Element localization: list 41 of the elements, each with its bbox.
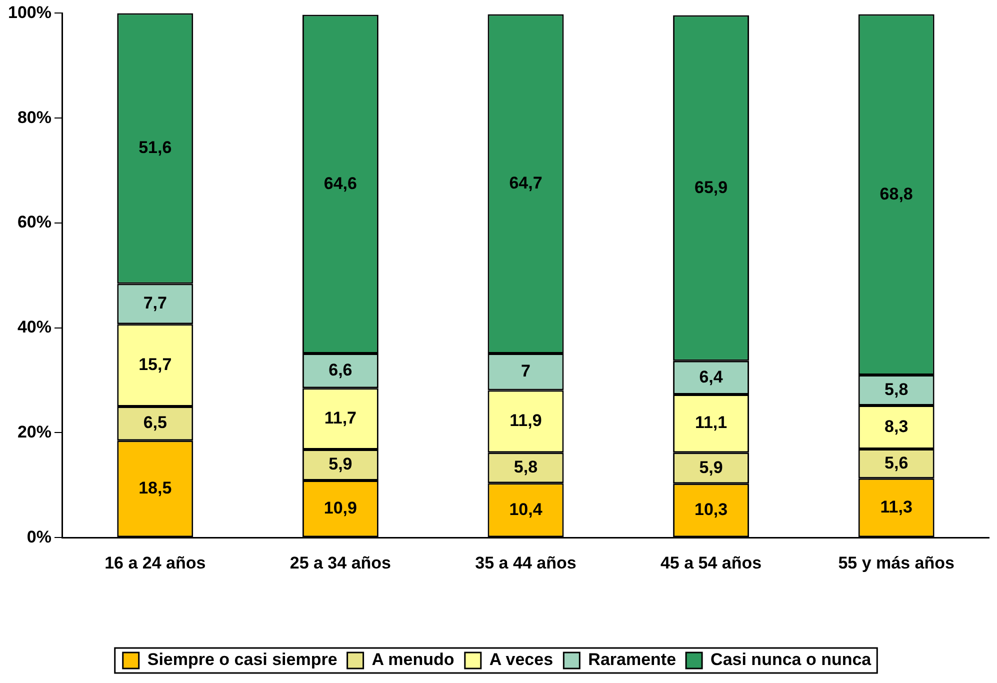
legend-label: A veces [489,650,554,670]
y-tick-label: 20% [17,422,52,442]
data-label: 11,7 [324,408,357,428]
data-label: 11,1 [694,413,728,432]
data-label: 8,3 [884,416,908,436]
data-label: 5,8 [884,380,908,399]
data-label: 5,8 [514,458,538,477]
legend-label: Raramente [588,650,676,670]
data-label: 10,4 [509,500,543,519]
data-label: 7,7 [143,294,167,313]
data-label: 5,9 [699,458,723,477]
data-label: 6,5 [143,413,167,432]
y-tick-label: 100% [8,2,52,22]
x-tick-label: 35 a 44 años [475,553,576,572]
x-tick-label: 55 y más años [838,553,954,572]
data-label: 10,9 [324,498,357,518]
y-tick-label: 60% [17,212,52,232]
y-tick-label: 0% [26,527,52,546]
data-label: 11,3 [880,497,912,516]
data-label: 18,5 [138,478,172,498]
x-tick-label: 16 a 24 años [104,553,206,572]
data-label: 7 [521,362,530,381]
y-tick-label: 80% [17,108,52,127]
data-label: 64,6 [324,174,357,193]
data-label: 65,9 [694,178,728,197]
legend-label: A menudo [372,650,454,670]
data-label: 11,9 [510,411,542,430]
data-label: 51,6 [138,138,172,158]
data-label: 5,9 [328,454,352,474]
legend-label: Casi nunca o nunca [710,650,872,670]
legend-label: Siempre o casi siempre [147,650,338,670]
data-label: 6,6 [328,360,352,380]
data-label: 64,7 [509,174,542,193]
data-label: 5,6 [884,453,908,472]
x-tick-label: 25 a 34 años [290,553,391,572]
y-tick-label: 40% [17,318,52,337]
data-label: 15,7 [138,355,172,374]
data-label: 68,8 [880,184,913,204]
data-label: 10,3 [694,500,728,520]
x-tick-label: 45 a 54 años [660,553,762,572]
data-label: 6,4 [699,367,724,386]
